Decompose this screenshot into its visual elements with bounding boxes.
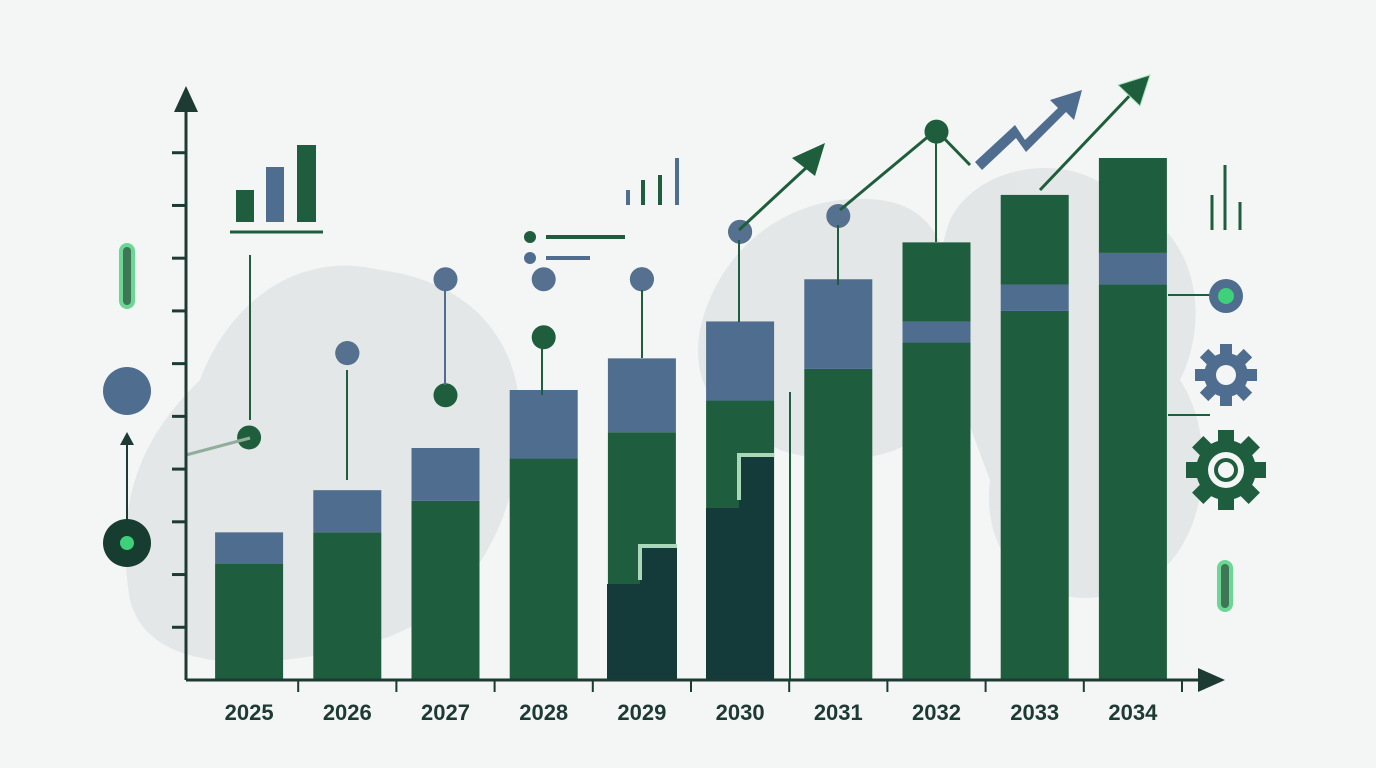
bar-segment (1098, 252, 1167, 285)
x-tick-label: 2032 (912, 700, 961, 725)
x-tick-label: 2033 (1010, 700, 1059, 725)
x-tick-label: 2034 (1108, 700, 1158, 725)
x-tick-label: 2028 (519, 700, 568, 725)
bar-segment (215, 564, 284, 680)
bar-segment (411, 500, 480, 680)
x-tick-label: 2026 (323, 700, 372, 725)
x-tick-label: 2027 (421, 700, 470, 725)
x-tick-label: 2025 (225, 700, 274, 725)
bar-segment (313, 490, 382, 533)
bar-segment (509, 458, 578, 680)
decor (103, 145, 1266, 612)
bar-segment (902, 321, 971, 343)
x-tick-label: 2030 (716, 700, 765, 725)
bar-segment (902, 342, 971, 680)
bar-segment (509, 390, 578, 459)
bar-segment (607, 358, 676, 433)
bar-segment (902, 242, 971, 322)
bar-segment (313, 532, 382, 680)
trend-point (826, 204, 851, 228)
bar-segment (1098, 284, 1167, 680)
axes (184, 100, 1210, 682)
bar-segment (215, 532, 284, 564)
bar-segment (706, 321, 775, 401)
y-axis-arrow (174, 86, 198, 112)
bar-segment (1000, 284, 1069, 311)
x-axis-arrow (1198, 668, 1225, 692)
trend-point (728, 219, 753, 244)
overlay-decor (185, 74, 1151, 680)
trend-point (433, 267, 458, 292)
trend-point (531, 325, 556, 350)
bar-segment (1000, 310, 1069, 680)
bar-segment (1000, 194, 1069, 285)
bar-segment (411, 448, 480, 501)
bar-segment (804, 368, 873, 680)
trend-point (433, 383, 458, 408)
x-tick-label: 2029 (617, 700, 666, 725)
plot: 2025 2026 2027 2028 2029 2030 2031 2032 2033 2034 (172, 119, 1183, 725)
trend-point (629, 267, 654, 292)
x-tick-label: 2031 (814, 700, 863, 725)
trend-point (531, 267, 556, 292)
trend-point (335, 341, 360, 366)
bar-segment (1098, 158, 1167, 253)
bar-segment (804, 279, 873, 369)
